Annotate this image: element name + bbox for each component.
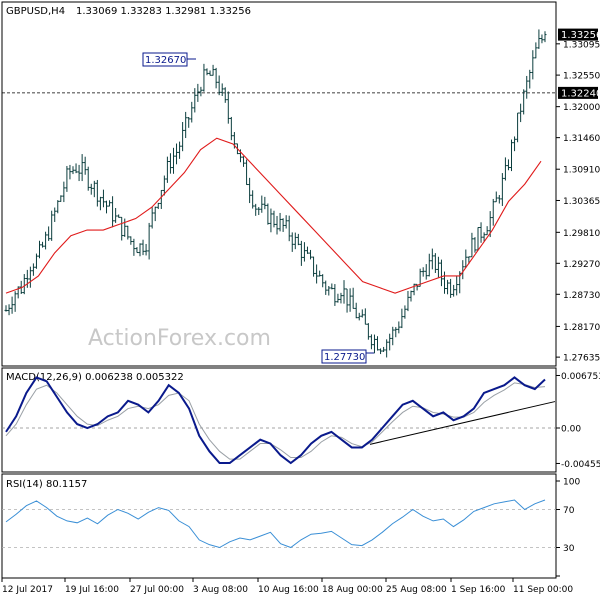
price-tick-label: 1.29810 bbox=[563, 229, 600, 239]
header-ohlc: 1.33069 1.33283 1.32981 1.33256 bbox=[76, 6, 251, 17]
rsi-tick-label: 100 bbox=[563, 478, 580, 488]
macd-trendline bbox=[369, 401, 556, 445]
price-panel: GBPUSD,H4 1.33069 1.33283 1.32981 1.3325… bbox=[1, 1, 600, 367]
rsi-title: RSI(14) 80.1157 bbox=[6, 479, 87, 490]
header-symbol: GBPUSD,H4 bbox=[6, 6, 65, 17]
time-tick-label: 25 Aug 08:00 bbox=[386, 585, 447, 595]
time-tick-label: 11 Sep 00:00 bbox=[513, 585, 573, 595]
rsi-tick-label: 70 bbox=[563, 506, 575, 516]
price-tick-label: 1.30365 bbox=[563, 197, 600, 207]
price-axis: 1.33095 1.32550 1.32000 1.31460 1.30910 1.303… bbox=[556, 40, 600, 364]
time-tick-label: 27 Jul 00:00 bbox=[130, 585, 184, 595]
time-tick-label: 3 Aug 08:00 bbox=[193, 585, 248, 595]
macd-tick-label: 0.006753 bbox=[561, 372, 600, 382]
price-tick-label: 1.27635 bbox=[563, 354, 600, 364]
current-price-box bbox=[558, 28, 598, 41]
price-tick-label: 1.28170 bbox=[563, 323, 600, 333]
rsi-panel-frame bbox=[1, 473, 557, 579]
price-panel-frame bbox=[1, 1, 557, 367]
rsi-panel: RSI(14) 80.1157 100 70 30 bbox=[1, 473, 580, 579]
macd-panel-frame bbox=[1, 367, 557, 473]
rsi-axis: 100 70 30 bbox=[2, 478, 580, 577]
price-tick-label: 1.29270 bbox=[563, 260, 600, 270]
price-bars bbox=[4, 29, 547, 358]
moving-average-line bbox=[5, 137, 542, 294]
reference-price-tag: 1.32240 bbox=[558, 86, 600, 99]
time-tick-label: 1 Sep 16:00 bbox=[451, 585, 506, 595]
low-label-box bbox=[321, 349, 367, 364]
time-tick-label: 18 Aug 00:00 bbox=[322, 585, 383, 595]
price-tick-label: 1.30910 bbox=[563, 166, 600, 176]
rsi-line bbox=[5, 499, 546, 549]
low-annotation: 1.27730 bbox=[321, 349, 374, 364]
price-tick-label: 1.31460 bbox=[563, 134, 600, 144]
macd-line bbox=[5, 376, 546, 465]
time-tick-label: 10 Aug 16:00 bbox=[258, 585, 319, 595]
current-price-label: 1.33256 bbox=[561, 30, 600, 41]
macd-tick-label: 0.00 bbox=[561, 425, 581, 435]
time-tick-label: 12 Jul 2017 bbox=[2, 585, 53, 595]
macd-title: MACD(12,26,9) 0.006238 0.005322 bbox=[6, 372, 184, 383]
time-axis: 12 Jul 2017 19 Jul 16:00 27 Jul 00:00 3 Aug… bbox=[1, 578, 573, 595]
macd-signal-line bbox=[5, 382, 546, 460]
reference-price-label: 1.32240 bbox=[561, 88, 600, 99]
low-label: 1.27730 bbox=[324, 352, 365, 363]
macd-axis: 0.006753 0.00 -0.004559 bbox=[556, 372, 600, 470]
price-tick-label: 1.33095 bbox=[563, 40, 600, 50]
reference-price-box bbox=[558, 86, 598, 99]
high-label: 1.32670 bbox=[145, 55, 186, 66]
price-tick-label: 1.32000 bbox=[563, 103, 600, 113]
price-tick-label: 1.28730 bbox=[563, 291, 600, 301]
macd-panel: MACD(12,26,9) 0.006238 0.005322 0.006753… bbox=[1, 367, 600, 473]
current-price-tag: 1.33256 bbox=[558, 28, 600, 41]
macd-tick-label: -0.004559 bbox=[561, 460, 600, 470]
high-annotation: 1.32670 bbox=[142, 52, 196, 67]
time-tick-label: 19 Jul 16:00 bbox=[65, 585, 119, 595]
price-tick-label: 1.32550 bbox=[563, 72, 600, 82]
watermark: ActionForex.com bbox=[88, 326, 271, 351]
rsi-tick-label: 30 bbox=[563, 544, 575, 554]
